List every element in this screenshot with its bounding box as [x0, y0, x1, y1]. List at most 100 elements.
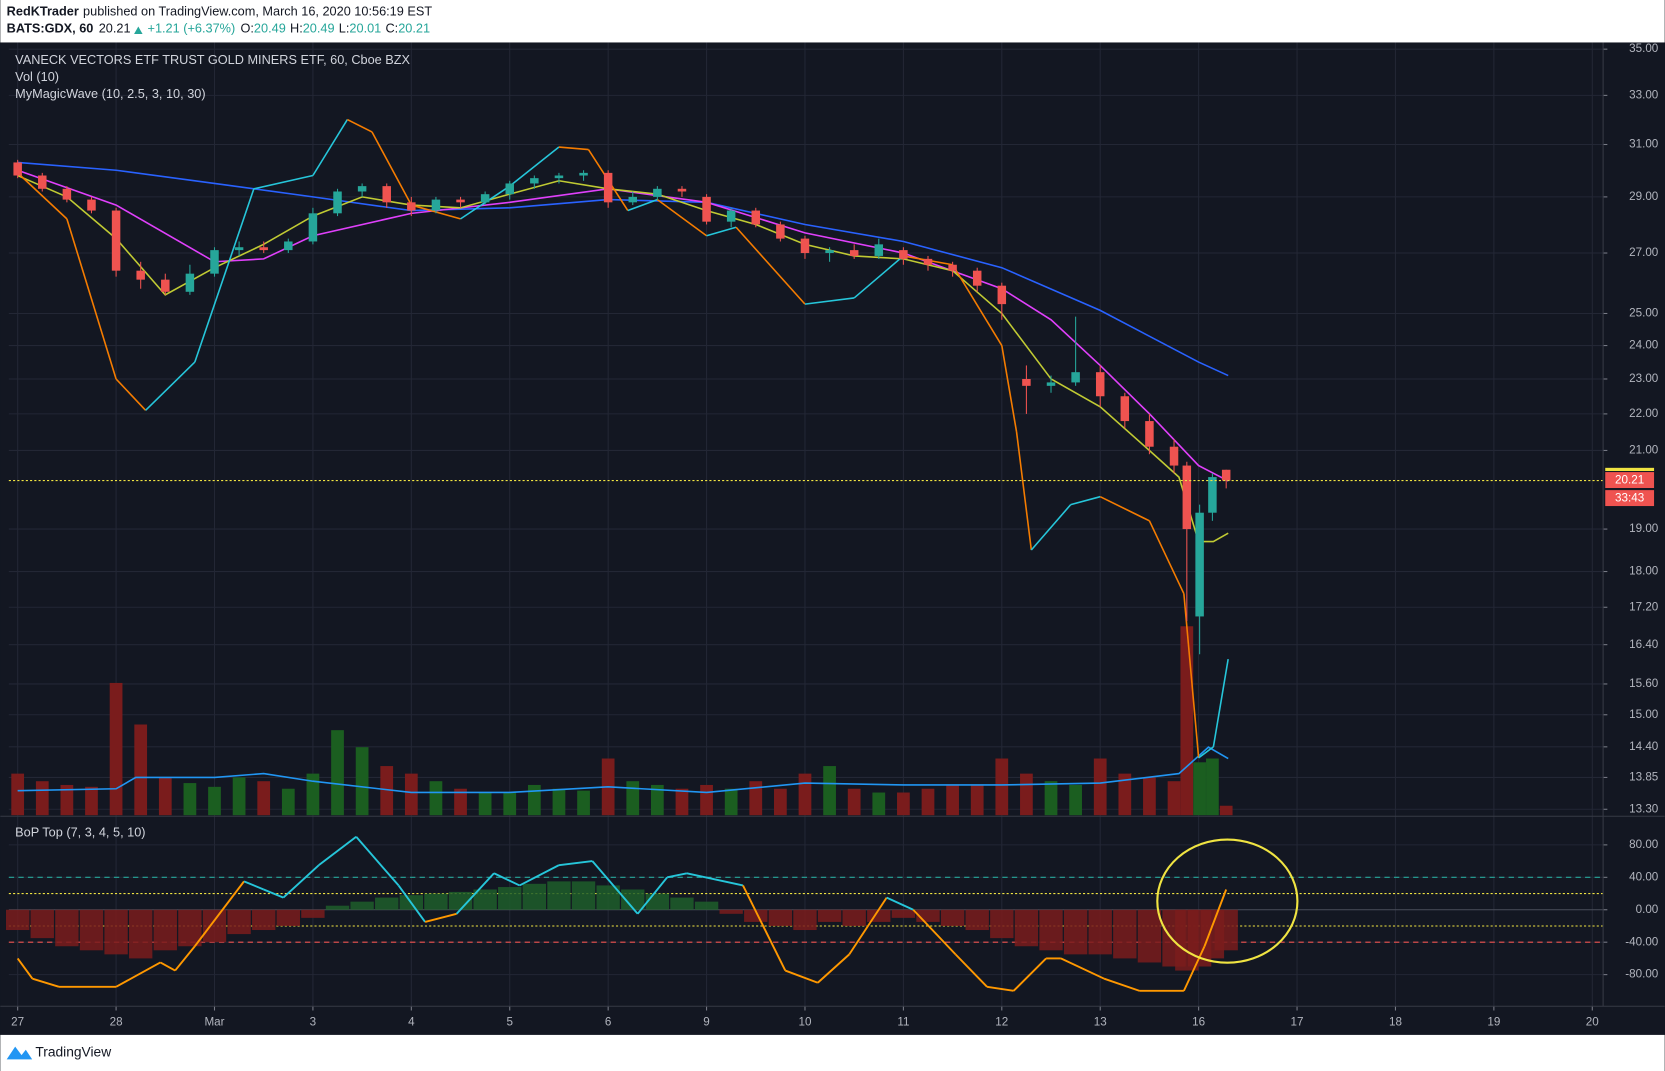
volume-bar — [208, 786, 221, 816]
candle-body — [284, 241, 293, 251]
last: 20.21 — [99, 21, 131, 36]
quote-line: BATS:GDX, 60 20.21 +1.21 (+6.37%) O:20.49 H:… — [7, 21, 430, 36]
bop-bar — [104, 909, 128, 955]
x-tick-label: 12 — [995, 1015, 1008, 1028]
c-value: 20.21 — [398, 21, 430, 36]
candle-body — [505, 183, 514, 195]
chart-title: VANECK VECTORS ETF TRUST GOLD MINERS ETF… — [15, 52, 410, 67]
candle-body — [1182, 465, 1192, 530]
countdown: 33:43 — [1615, 492, 1644, 505]
candle-body — [431, 199, 441, 211]
bop-segment — [263, 888, 284, 899]
bop-segment — [591, 860, 639, 915]
candle-body — [62, 188, 72, 200]
published: published on TradingView.com, March 16, … — [83, 4, 432, 19]
candle-body — [579, 172, 588, 176]
footer-bar — [0, 1034, 1665, 1071]
bop-segment — [115, 961, 161, 988]
bop-bar — [178, 909, 202, 947]
bop-bar — [55, 909, 79, 947]
price-box — [1605, 472, 1655, 489]
bop-segment — [282, 864, 320, 899]
bop-segment — [742, 885, 787, 971]
bop-bar — [1088, 909, 1112, 955]
wave-segment — [1070, 495, 1101, 506]
candle-body — [480, 194, 490, 203]
bop-segment — [1060, 957, 1105, 980]
bop-bar — [5, 909, 30, 931]
wave-segment — [253, 174, 314, 190]
x-tick-label: 13 — [1094, 1015, 1107, 1028]
bop-segment — [1012, 957, 1047, 992]
volume-bar — [970, 784, 984, 816]
candle-body — [1071, 372, 1080, 383]
wave-segment — [194, 188, 255, 363]
c-label: C: — [385, 21, 398, 36]
bop-segment — [174, 945, 196, 972]
candle-body — [185, 273, 195, 292]
bop-segment — [954, 953, 988, 988]
volume-bar — [1044, 781, 1058, 816]
bop-segment — [32, 977, 60, 988]
volume-bar — [1206, 758, 1219, 816]
bop-bar — [79, 909, 104, 951]
candle-body — [702, 196, 711, 222]
volume-bar — [1193, 762, 1206, 816]
candle-body — [948, 264, 957, 271]
bop-bar — [473, 889, 497, 910]
volume-bar — [527, 784, 541, 816]
bop-segment — [243, 880, 265, 891]
countdown-box — [1605, 490, 1655, 507]
volume-bar — [774, 788, 787, 816]
candle-body — [161, 279, 170, 292]
x-tick-label: 17 — [1291, 1015, 1304, 1028]
bop-bar — [793, 909, 817, 931]
publisher: RedKTrader — [7, 4, 79, 19]
volume-bar — [897, 792, 910, 816]
volume-bar — [921, 788, 935, 816]
candle-body — [1120, 396, 1130, 422]
x-tick-label: 18 — [1389, 1015, 1402, 1028]
bop-bar — [522, 883, 547, 910]
bop-segment — [318, 836, 357, 866]
volume-bar — [1069, 784, 1082, 816]
price-marker — [1605, 467, 1655, 472]
candle-body — [1169, 446, 1179, 466]
bop-segment — [194, 880, 245, 947]
x-tick-label: 4 — [408, 1015, 415, 1028]
candle-body — [825, 250, 834, 254]
wave-segment — [656, 198, 708, 237]
y-tick-label: 13.85 — [1629, 771, 1658, 784]
volume-bar — [1118, 773, 1132, 816]
candle-body — [874, 244, 884, 256]
x-tick-label: 19 — [1487, 1015, 1500, 1028]
volume-bar — [355, 747, 369, 816]
volume-bar — [675, 788, 689, 816]
bop-bar — [301, 909, 325, 918]
volume-bar — [1143, 777, 1156, 816]
wave-segment — [509, 146, 560, 187]
bop-bar — [424, 893, 448, 910]
bop-bar — [621, 889, 645, 910]
volume-bar — [109, 682, 123, 816]
volume-bar — [577, 790, 590, 816]
volume-ma — [17, 746, 1229, 794]
bop-bar — [1014, 909, 1039, 947]
volume-bar — [306, 773, 320, 816]
brand: TradingView — [35, 1045, 111, 1060]
wave-segment — [66, 218, 117, 380]
candle-body — [308, 213, 318, 242]
candle-body — [972, 270, 982, 286]
bop-bar — [448, 891, 473, 910]
x-tick-label: 28 — [110, 1015, 123, 1028]
wave-segment — [735, 226, 806, 305]
volume-bar — [11, 773, 25, 816]
candle-body — [677, 188, 687, 192]
volume-bar — [847, 788, 861, 816]
wave-segment — [1099, 495, 1150, 522]
bop-bar — [350, 901, 374, 910]
volume-bar — [724, 788, 738, 816]
volume-bar — [552, 788, 566, 816]
bop-bar — [252, 909, 276, 931]
